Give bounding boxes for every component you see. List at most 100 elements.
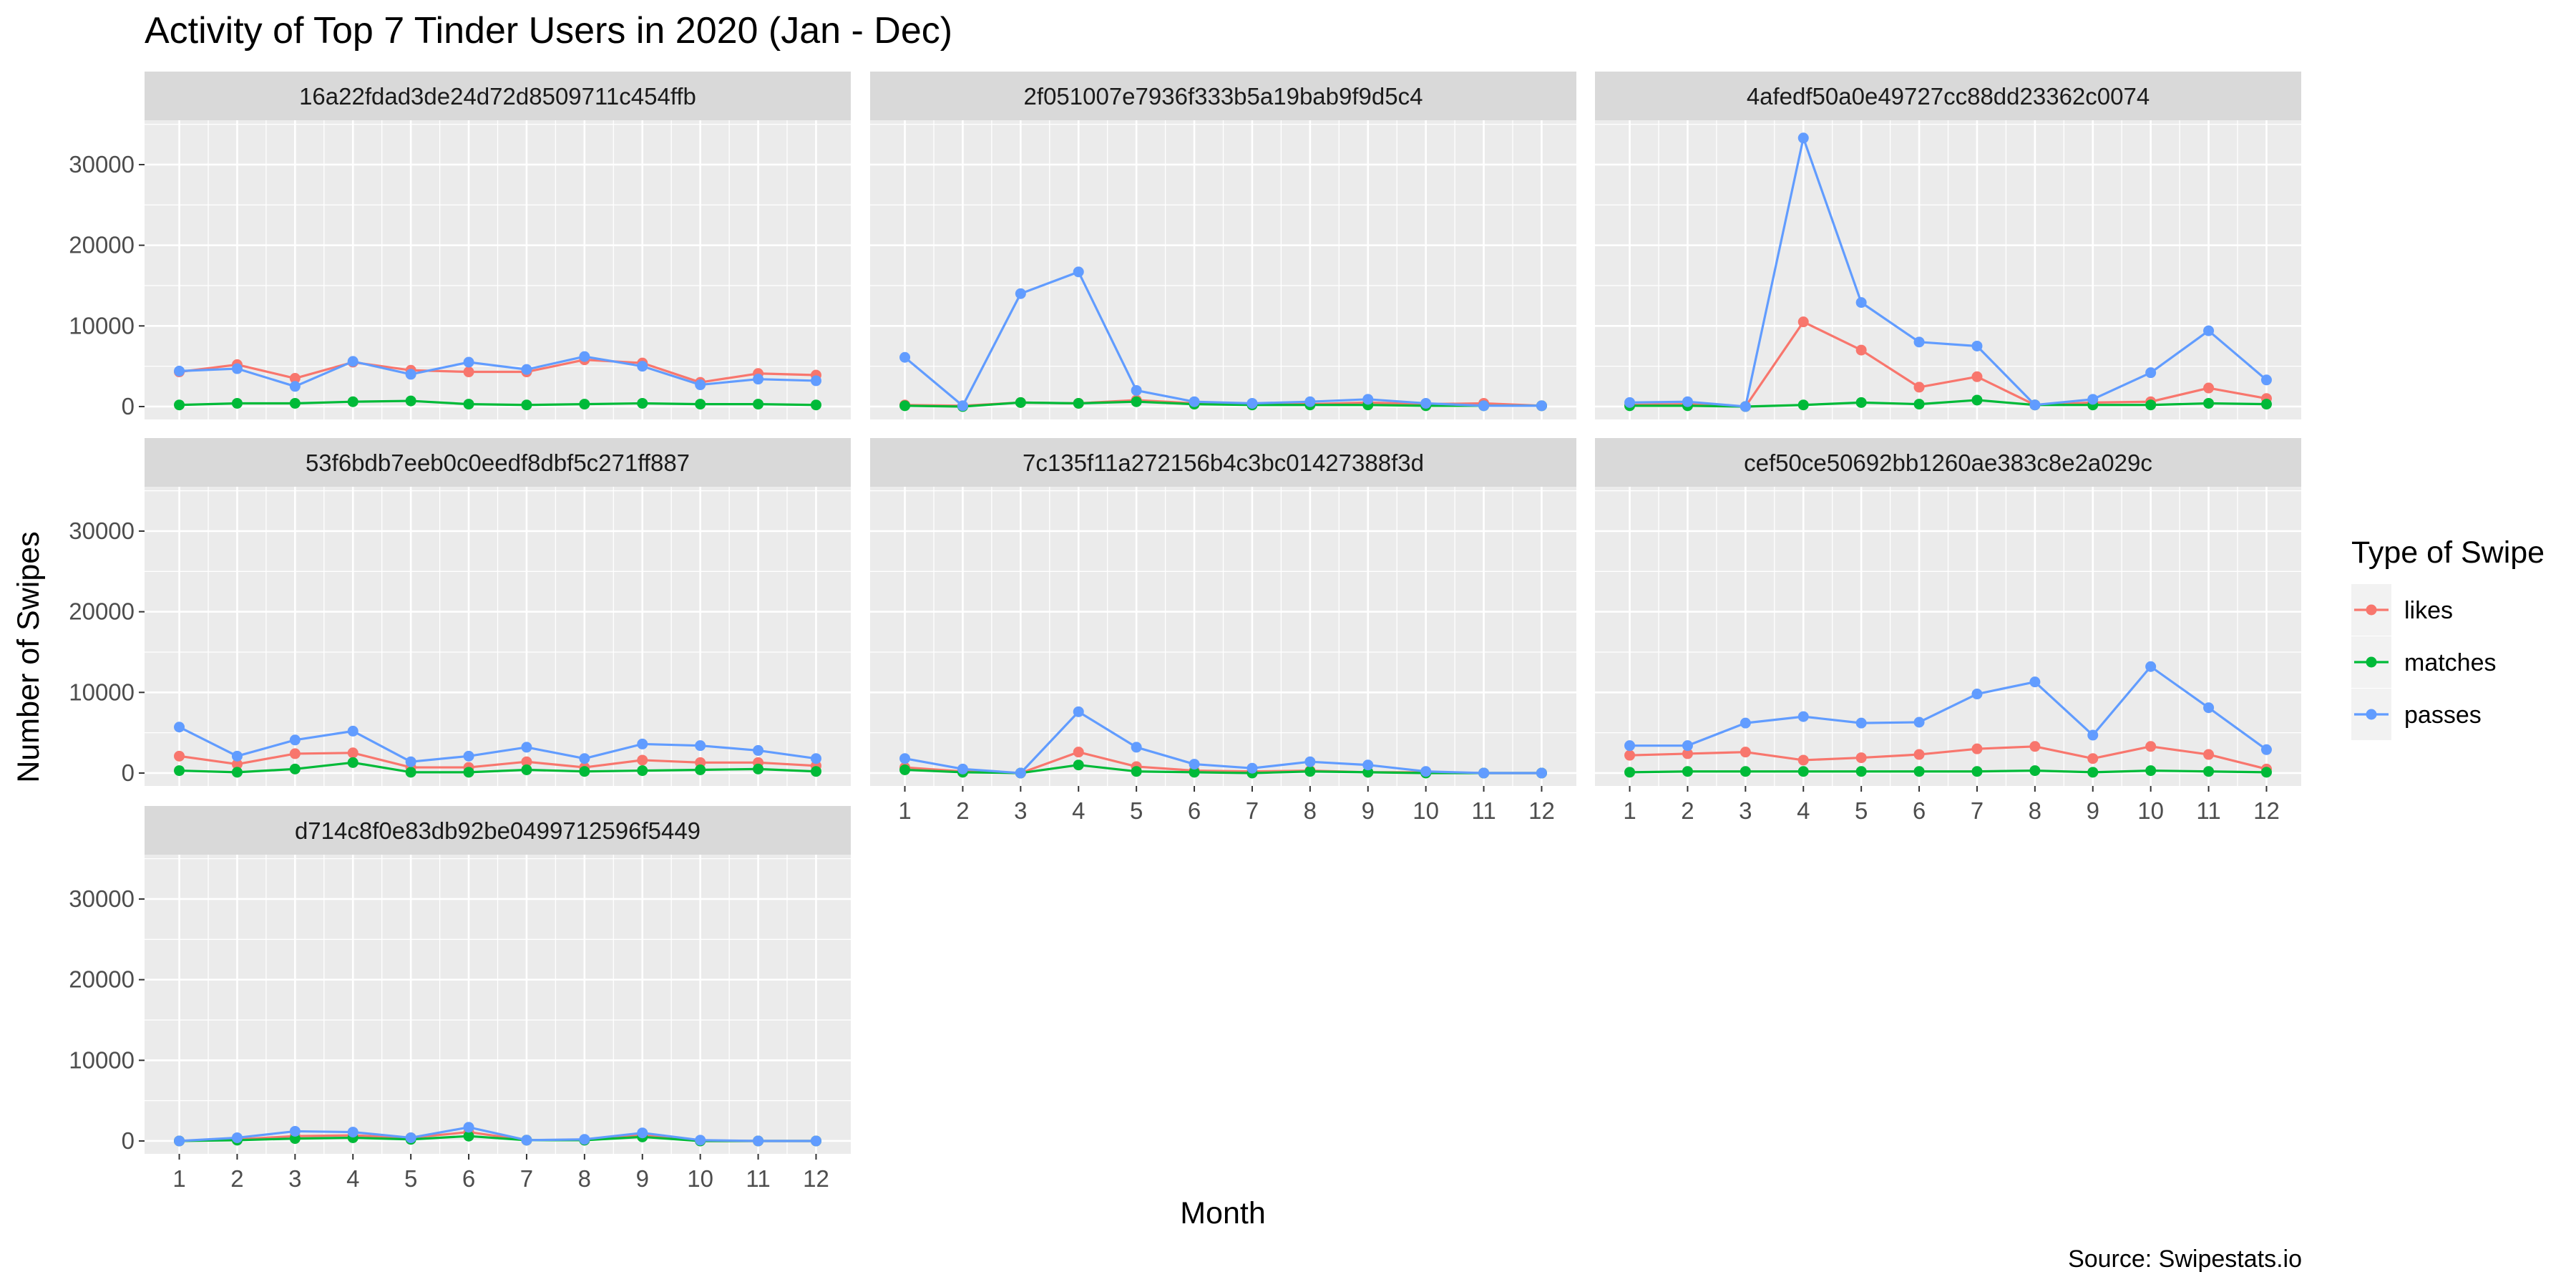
data-point-passes (1246, 762, 1258, 774)
data-point-passes (463, 750, 474, 762)
data-point-matches (1855, 397, 1867, 408)
data-point-matches (521, 399, 532, 411)
data-point-passes (231, 750, 243, 762)
data-point-matches (637, 397, 648, 409)
data-point-passes (579, 351, 590, 362)
series-line-passes (904, 710, 1542, 774)
data-point-passes (1189, 396, 1200, 407)
data-point-likes (1797, 316, 1809, 328)
data-point-matches (347, 757, 358, 768)
legend: Type of Swipe likes matches passes (2351, 535, 2545, 740)
y-axis-title: Number of Swipes (11, 531, 46, 782)
data-point-likes (1797, 754, 1809, 766)
y-tick-label: 20000 (69, 232, 135, 258)
data-point-passes (1073, 706, 1084, 717)
series-line-likes (179, 359, 816, 384)
facet-strip (145, 806, 851, 855)
data-point-passes (1246, 397, 1258, 409)
data-point-likes (289, 748, 301, 759)
data-point-matches (695, 764, 706, 775)
data-point-likes (2029, 741, 2041, 752)
data-point-matches (2087, 767, 2099, 778)
data-point-matches (2203, 397, 2215, 409)
legend-title: Type of Swipe (2351, 535, 2545, 570)
series-line-matches (904, 400, 1542, 408)
facet-panel-2: 2f051007e7936f333b5a19bab9f9d5c4 (870, 72, 1576, 419)
data-point-passes (174, 365, 185, 377)
series-line-passes (178, 726, 816, 763)
data-point-passes (1740, 717, 1751, 729)
data-point-passes (899, 753, 911, 764)
data-point-passes (579, 753, 590, 764)
x-tick-label: 9 (2087, 797, 2099, 824)
data-point-matches (1855, 766, 1867, 777)
data-point-matches (1913, 766, 1925, 777)
data-point-matches (405, 767, 416, 778)
x-tick-label: 8 (2029, 797, 2041, 824)
data-point-passes (1913, 717, 1925, 728)
legend-key-point (2366, 709, 2377, 720)
data-point-likes (2203, 382, 2215, 394)
chart-title: Activity of Top 7 Tinder Users in 2020 (… (145, 10, 952, 52)
data-point-passes (2145, 661, 2157, 672)
data-point-passes (810, 753, 821, 764)
x-tick-label: 2 (956, 797, 969, 824)
data-point-passes (1971, 340, 1983, 351)
data-point-passes (347, 1127, 358, 1138)
data-point-matches (1913, 399, 1925, 410)
data-point-likes (1971, 743, 1983, 754)
data-point-passes (1682, 740, 1693, 752)
data-point-passes (2203, 702, 2215, 714)
data-point-matches (1971, 766, 1983, 777)
x-tick-label: 3 (1739, 797, 1752, 824)
x-tick-label: 7 (520, 1165, 533, 1192)
data-point-passes (1797, 132, 1809, 144)
data-point-passes (2029, 399, 2041, 411)
facet-strip-label: cef50ce50692bb1260ae383c8e2a029c (1744, 450, 2152, 476)
data-point-matches (2029, 765, 2041, 777)
data-point-passes (1189, 759, 1200, 770)
y-tick-label: 0 (122, 393, 135, 419)
data-point-passes (637, 361, 648, 372)
data-point-matches (1073, 397, 1084, 409)
x-tick-label: 1 (1623, 797, 1636, 824)
data-point-passes (695, 740, 706, 752)
x-tick-label: 9 (1362, 797, 1375, 824)
data-point-matches (579, 399, 590, 410)
x-tick-label: 4 (1797, 797, 1810, 824)
data-point-matches (1189, 767, 1200, 778)
x-tick-label: 11 (746, 1165, 770, 1192)
data-point-passes (1740, 401, 1751, 412)
data-point-matches (463, 767, 474, 778)
x-tick-label: 3 (288, 1165, 301, 1192)
data-point-matches (579, 766, 590, 777)
data-point-matches (289, 763, 301, 774)
data-point-passes (2029, 676, 2041, 688)
data-point-matches (1971, 394, 1983, 406)
data-point-matches (1015, 397, 1026, 408)
data-point-matches (289, 397, 301, 409)
data-point-passes (753, 744, 764, 756)
data-point-matches (174, 765, 185, 777)
data-point-passes (1420, 766, 1432, 777)
data-point-likes (1913, 749, 1925, 760)
data-point-likes (1913, 382, 1925, 393)
data-point-passes (1624, 740, 1636, 752)
data-point-matches (463, 399, 474, 410)
x-tick-label: 7 (1971, 797, 1984, 824)
series-line-passes (179, 1126, 816, 1142)
data-point-passes (2203, 325, 2215, 336)
data-point-passes (347, 356, 358, 367)
y-tick-label: 10000 (69, 1047, 135, 1073)
data-point-matches (753, 399, 764, 410)
facet-strip-label: 7c135f11a272156b4c3bc01427388f3d (1023, 450, 1424, 476)
data-point-passes (463, 356, 474, 368)
data-point-matches (1131, 396, 1142, 407)
legend-label-passes: passes (2404, 701, 2482, 729)
x-tick-label: 11 (1471, 797, 1496, 824)
y-tick-label: 20000 (69, 598, 135, 625)
data-point-likes (2145, 741, 2157, 752)
data-point-passes (957, 763, 968, 774)
data-point-likes (2203, 749, 2215, 760)
